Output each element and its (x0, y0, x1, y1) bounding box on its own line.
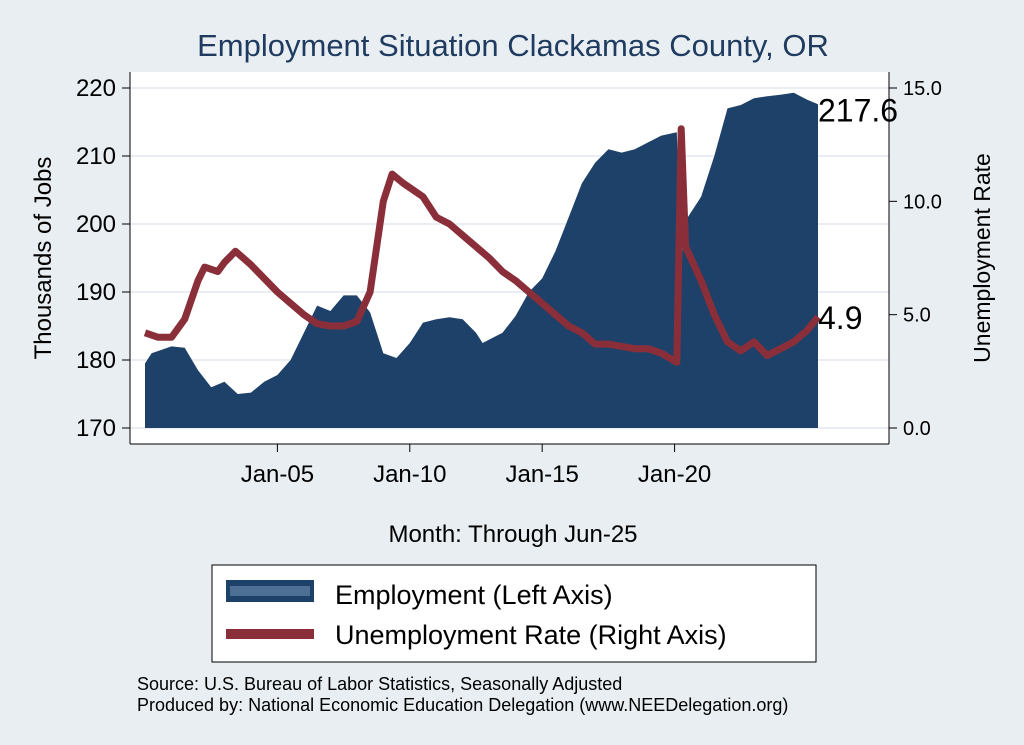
x-tick-label: Jan-05 (241, 461, 314, 488)
left-tick-label: 210 (76, 143, 116, 170)
x-tick-label: Jan-15 (505, 461, 578, 488)
legend: Employment (Left Axis) Unemployment Rate… (211, 564, 817, 663)
legend-swatch-employment-inner (230, 586, 310, 596)
left-axis-label: Thousands of Jobs (30, 157, 57, 360)
right-tick-label: 15.0 (903, 78, 942, 100)
left-tick-label: 170 (76, 415, 116, 442)
employment-end-label: 217.6 (818, 92, 898, 128)
x-tick-label: Jan-10 (373, 461, 446, 488)
left-tick-label: 190 (76, 279, 116, 306)
left-tick-label: 200 (76, 211, 116, 238)
right-tick-label: 0.0 (903, 418, 931, 440)
left-tick-label: 220 (76, 75, 116, 102)
employment-area (145, 92, 818, 429)
left-tick-label: 180 (76, 347, 116, 374)
x-axis-ticks: Jan-05 Jan-10 Jan-15 Jan-20 (241, 444, 711, 488)
right-tick-label: 10.0 (903, 191, 942, 213)
unemployment-end-label: 4.9 (818, 300, 862, 336)
legend-label-unemployment: Unemployment Rate (Right Axis) (335, 620, 727, 650)
right-axis-label: Unemployment Rate (969, 153, 995, 363)
source-note: Source: U.S. Bureau of Labor Statistics,… (137, 674, 622, 694)
x-axis-label: Month: Through Jun-25 (388, 521, 637, 548)
unemployment-line (143, 125, 821, 366)
legend-label-employment: Employment (Left Axis) (335, 580, 613, 610)
right-axis-ticks: 0.0 5.0 10.0 15.0 (889, 78, 942, 440)
right-tick-label: 5.0 (903, 305, 931, 327)
left-axis-ticks: 170 180 190 200 210 220 (76, 75, 130, 442)
x-tick-label: Jan-20 (638, 461, 711, 488)
producer-note: Produced by: National Economic Education… (137, 695, 788, 715)
chart-title: Employment Situation Clackamas County, O… (197, 28, 829, 63)
